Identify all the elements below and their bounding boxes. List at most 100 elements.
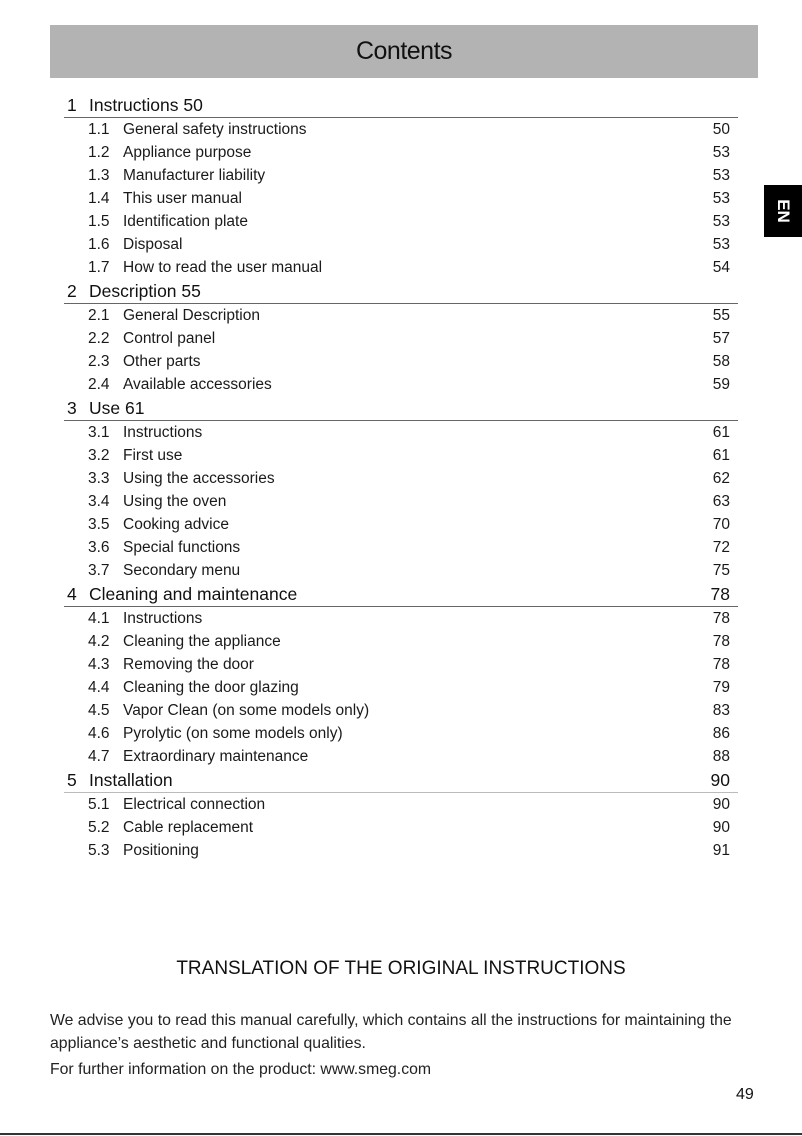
toc-entry[interactable]: 3.6 Special functions 72 [64,536,738,559]
entry-page: 53 [712,212,730,230]
entry-title: Using the oven [123,492,227,510]
entry-number: 3.2 [88,446,110,464]
entry-title: Other parts [123,352,201,370]
entry-title: Removing the door [123,655,254,673]
website-paragraph: For further information on the product: … [50,1061,432,1078]
toc-entry[interactable]: 1.1 General safety instructions 50 [64,118,738,141]
entry-page: 54 [712,258,730,276]
entry-number: 5.2 [88,818,110,836]
entry-number: 5.1 [88,795,110,813]
entry-number: 3.5 [88,515,110,533]
entry-number: 3.6 [88,538,110,556]
section-number: 2 [67,280,77,301]
entry-page: 58 [712,352,730,370]
page-title: Contents [355,37,453,65]
section-page: 90 [710,769,730,790]
section-title: Cleaning and maintenance [89,583,298,604]
entry-number: 2.2 [88,329,110,347]
toc-entry[interactable]: 2.2 Control panel 57 [64,327,738,350]
toc-entry[interactable]: 5.1 Electrical connection 90 [64,793,738,816]
toc-entry[interactable]: 3.3 Using the accessories 62 [64,467,738,490]
entry-number: 5.3 [88,841,110,859]
toc-entry[interactable]: 1.4 This user manual 53 [64,187,738,210]
contents-title-bar: Contents [50,25,758,78]
toc-entry[interactable]: 1.3 Manufacturer liability 53 [64,164,738,187]
toc-entry[interactable]: 5.3 Positioning 91 [64,839,738,862]
section-title: Installation [89,769,173,790]
entry-page: 86 [712,724,730,742]
entry-title: Instructions [123,423,203,441]
toc-entry[interactable]: 4.4 Cleaning the door glazing 79 [64,676,738,699]
toc-entry[interactable]: 3.7 Secondary menu 75 [64,559,738,582]
entry-page: 62 [712,469,730,487]
intro-text: We advise you to read this manual carefu… [50,1009,750,1081]
entry-title: Special functions [123,538,241,556]
entry-number: 4.5 [88,701,110,719]
section-title: Description 55 [89,280,201,301]
entry-title: Cooking advice [123,515,229,533]
entry-page: 91 [712,841,730,859]
entry-number: 1.7 [88,258,110,276]
toc-section-heading[interactable]: 3 Use 61 [64,396,738,421]
entry-title: Positioning [123,841,199,859]
section-number: 3 [67,397,77,418]
translation-heading: TRANSLATION OF THE ORIGINAL INSTRUCTIONS [176,958,626,979]
toc-entry[interactable]: 2.1 General Description 55 [64,304,738,327]
entry-page: 53 [712,166,730,184]
bottom-divider [0,1133,802,1135]
toc-section-heading[interactable]: 2 Description 55 [64,279,738,304]
entry-title: General Description [123,306,260,324]
entry-title: Identification plate [123,212,248,230]
page-number: 49 [736,1086,754,1103]
language-tab-label: EN [774,199,793,223]
toc-entry[interactable]: 5.2 Cable replacement 90 [64,816,738,839]
toc-entry[interactable]: 4.7 Extraordinary maintenance 88 [64,745,738,768]
entry-page: 90 [712,818,730,836]
toc-entry[interactable]: 4.2 Cleaning the appliance 78 [64,630,738,653]
toc-entry[interactable]: 4.1 Instructions 78 [64,607,738,630]
toc-entry[interactable]: 3.4 Using the oven 63 [64,490,738,513]
entry-number: 1.5 [88,212,110,230]
toc-entry[interactable]: 4.5 Vapor Clean (on some models only) 83 [64,699,738,722]
toc-entry[interactable]: 3.1 Instructions 61 [64,421,738,444]
toc-entry[interactable]: 3.2 First use 61 [64,444,738,467]
language-tab: EN [764,185,802,237]
entry-title: Cable replacement [123,818,254,836]
entry-page: 75 [712,561,730,579]
entry-number: 4.1 [88,609,110,627]
entry-page: 53 [712,235,730,253]
entry-title: Cleaning the door glazing [123,678,299,696]
toc-entry[interactable]: 4.6 Pyrolytic (on some models only) 86 [64,722,738,745]
entry-title: General safety instructions [123,120,307,138]
entry-page: 78 [712,655,730,673]
toc-entry[interactable]: 2.4 Available accessories 59 [64,373,738,396]
entry-page: 53 [712,143,730,161]
entry-number: 4.3 [88,655,110,673]
entry-number: 2.3 [88,352,110,370]
section-number: 5 [67,769,77,790]
toc-section-heading[interactable]: 4 Cleaning and maintenance 78 [64,582,738,607]
entry-page: 61 [712,423,730,441]
entry-number: 4.7 [88,747,110,765]
entry-number: 4.6 [88,724,110,742]
toc-section-heading[interactable]: 5 Installation 90 [64,768,738,793]
entry-title: Pyrolytic (on some models only) [123,724,343,742]
toc-entry[interactable]: 4.3 Removing the door 78 [64,653,738,676]
toc-entry[interactable]: 1.6 Disposal 53 [64,233,738,256]
toc-section-heading[interactable]: 1 Instructions 50 [64,93,738,118]
entry-page: 72 [712,538,730,556]
toc-entry[interactable]: 1.5 Identification plate 53 [64,210,738,233]
intro-paragraph: We advise you to read this manual carefu… [50,1012,732,1052]
entry-title: Appliance purpose [123,143,252,161]
entry-number: 3.4 [88,492,110,510]
entry-number: 1.6 [88,235,110,253]
table-of-contents: 1 Instructions 50 1.1 General safety instru… [64,93,738,862]
section-number: 4 [67,583,77,604]
toc-entry[interactable]: 1.2 Appliance purpose 53 [64,141,738,164]
entry-number: 1.3 [88,166,110,184]
toc-entry[interactable]: 1.7 How to read the user manual 54 [64,256,738,279]
entry-number: 1.1 [88,120,110,138]
toc-entry[interactable]: 2.3 Other parts 58 [64,350,738,373]
toc-entry[interactable]: 3.5 Cooking advice 70 [64,513,738,536]
entry-title: Disposal [123,235,183,253]
